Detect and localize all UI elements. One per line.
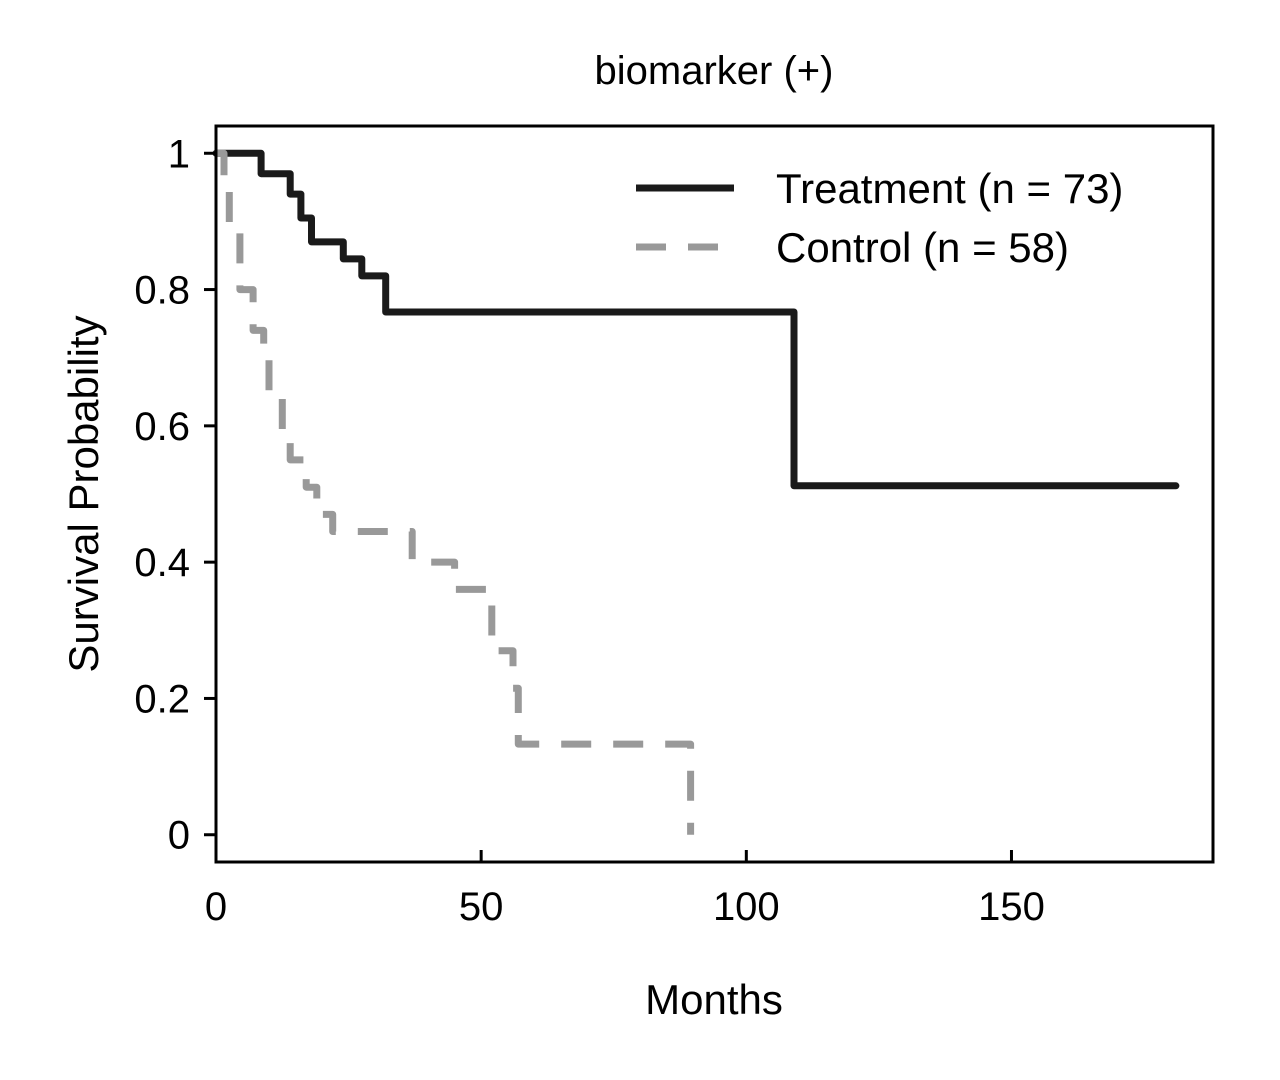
y-tick-label: 0.8 [134,269,190,313]
plot-frame [214,124,1215,864]
y-tick-label: 0.6 [134,405,190,449]
y-axis-title: Survival Probability [60,315,107,672]
x-tick-label: 150 [978,885,1045,929]
y-tick-label: 0.4 [134,541,190,585]
x-axis-title: Months [645,976,783,1023]
control-legend-label: Control (n = 58) [776,224,1069,271]
x-tick-label: 100 [713,885,780,929]
y-tick-label: 1 [168,132,190,176]
legend: Treatment (n = 73) Control (n = 58) [636,165,1123,271]
treatment-survival-curve [212,149,1180,490]
y-axis: 0 0.2 0.4 0.6 0.8 1 [134,132,216,858]
control-survival-curve [216,149,695,835]
x-tick-label: 50 [459,885,504,929]
x-axis: 0 50 100 150 [205,850,1045,929]
treatment-legend-label: Treatment (n = 73) [776,165,1123,212]
y-tick-label: 0 [168,814,190,858]
chart-title: biomarker (+) [595,49,834,93]
survival-curves [212,149,1180,835]
x-tick-label: 0 [205,885,227,929]
y-tick-label: 0.2 [134,677,190,721]
